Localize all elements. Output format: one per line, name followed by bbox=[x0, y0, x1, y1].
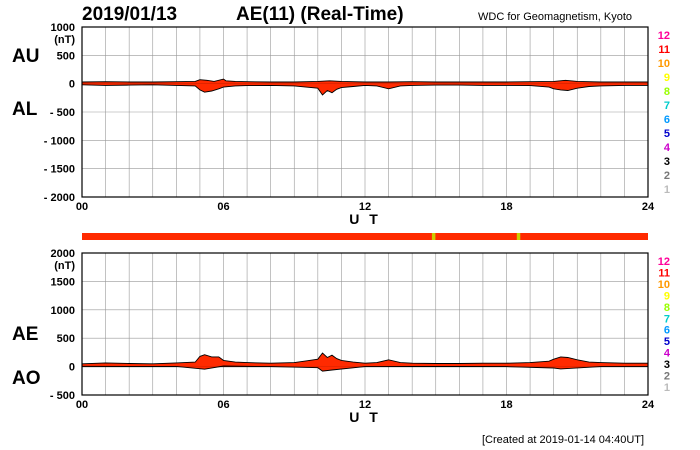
panel1-x-tick-label: 18 bbox=[500, 201, 512, 213]
station-status-marker bbox=[431, 233, 436, 240]
panel2-y-tick-label: - 500 bbox=[50, 390, 75, 402]
panel2-station-count-label: 8 bbox=[664, 302, 670, 314]
panel2-x-axis-label: U T bbox=[349, 409, 381, 425]
panel2-x-tick-label: 12 bbox=[359, 399, 371, 411]
panel1-station-count-label: 10 bbox=[658, 58, 670, 70]
panel1-station-count-label: 11 bbox=[658, 44, 670, 56]
panel1-station-count-label: 7 bbox=[664, 100, 670, 112]
panel2-station-count-label: 7 bbox=[664, 313, 670, 325]
panel1-y-tick-label: - 500 bbox=[50, 107, 75, 119]
panel1-station-count-label: 4 bbox=[664, 142, 671, 154]
panel2-x-tick-label: 18 bbox=[500, 399, 512, 411]
panel1-x-tick-label: 00 bbox=[76, 201, 88, 213]
panel1-y-tick-label: 0 bbox=[69, 79, 75, 91]
panel1-station-count-label: 5 bbox=[664, 128, 670, 140]
panel2-x-tick-label: 00 bbox=[76, 399, 88, 411]
panel1-station-count-label: 9 bbox=[664, 72, 670, 84]
panel2-y-tick-label: 2000 bbox=[51, 248, 75, 260]
panel1-x-tick-label: 12 bbox=[359, 201, 371, 213]
panel2-index-label-ae: AE bbox=[12, 324, 38, 345]
panel1-y-tick-label: 1000 bbox=[51, 22, 75, 34]
panel2-station-count-label: 5 bbox=[664, 336, 670, 348]
panel2-station-count-label: 6 bbox=[664, 325, 670, 337]
panel2-station-count-label: 9 bbox=[664, 290, 670, 302]
panel1-series-au-area bbox=[82, 79, 648, 84]
source-label: WDC for Geomagnetism, Kyoto bbox=[478, 11, 633, 23]
panel1-y-unit-label: (nT) bbox=[54, 34, 75, 46]
panel2-y-tick-label: 500 bbox=[57, 333, 75, 345]
created-timestamp: [Created at 2019-01-14 04:40UT] bbox=[482, 434, 645, 446]
panel2-station-count-label: 1 bbox=[664, 382, 670, 394]
panel2-plot-frame bbox=[81, 252, 649, 396]
panel1-station-count-label: 6 bbox=[664, 114, 670, 126]
station-status-bar bbox=[82, 233, 648, 240]
panel2-y-tick-label: 0 bbox=[69, 362, 75, 374]
panel2-index-label-ao: AO bbox=[12, 368, 41, 389]
panel1-y-tick-label: - 2000 bbox=[44, 192, 75, 204]
panel2-station-count-label: 3 bbox=[664, 359, 670, 371]
panel2-station-count-label: 12 bbox=[658, 256, 670, 268]
panel1-x-tick-label: 24 bbox=[642, 201, 655, 213]
panel1-index-label-au: AU bbox=[12, 46, 39, 67]
panel2-station-count-label: 2 bbox=[664, 371, 670, 383]
panel1-series-au-line bbox=[81, 78, 648, 83]
panel1-station-count-label: 2 bbox=[664, 170, 670, 182]
panel1-y-tick-label: 500 bbox=[57, 50, 75, 62]
panel1-station-count-label: 12 bbox=[658, 30, 670, 42]
panel1-x-tick-label: 06 bbox=[217, 201, 229, 213]
panel1-index-label-al: AL bbox=[12, 99, 38, 120]
panel2-series-ao-line bbox=[81, 365, 648, 372]
panel1-station-count-label: 3 bbox=[664, 156, 670, 168]
date-title: 2019/01/13 bbox=[82, 4, 178, 25]
index-title: AE(11) (Real-Time) bbox=[236, 4, 404, 25]
panel1-station-count-label: 1 bbox=[664, 184, 670, 196]
panel2-x-tick-label: 24 bbox=[642, 399, 655, 411]
panel1-plot-frame bbox=[81, 26, 649, 198]
panel1-series-al-area bbox=[82, 83, 648, 95]
panel1-station-count-label: 8 bbox=[664, 86, 670, 98]
panel2-x-tick-label: 06 bbox=[217, 399, 229, 411]
panel2-series-ae-line bbox=[81, 352, 648, 365]
panel2-station-count-label: 11 bbox=[658, 267, 670, 279]
panel1-y-tick-label: - 1500 bbox=[44, 164, 75, 176]
panel1-y-tick-label: - 1000 bbox=[44, 135, 75, 147]
station-status-marker bbox=[516, 233, 521, 240]
panel2-y-tick-label: 1000 bbox=[51, 305, 75, 317]
panel2-y-unit-label: (nT) bbox=[54, 260, 75, 272]
panel1-x-axis-label: U T bbox=[349, 211, 381, 227]
panel1-series-al-line bbox=[81, 84, 648, 96]
panel2-station-count-label: 10 bbox=[658, 279, 670, 291]
panel2-station-count-label: 4 bbox=[664, 348, 671, 360]
panel2-y-tick-label: 1500 bbox=[51, 276, 75, 288]
